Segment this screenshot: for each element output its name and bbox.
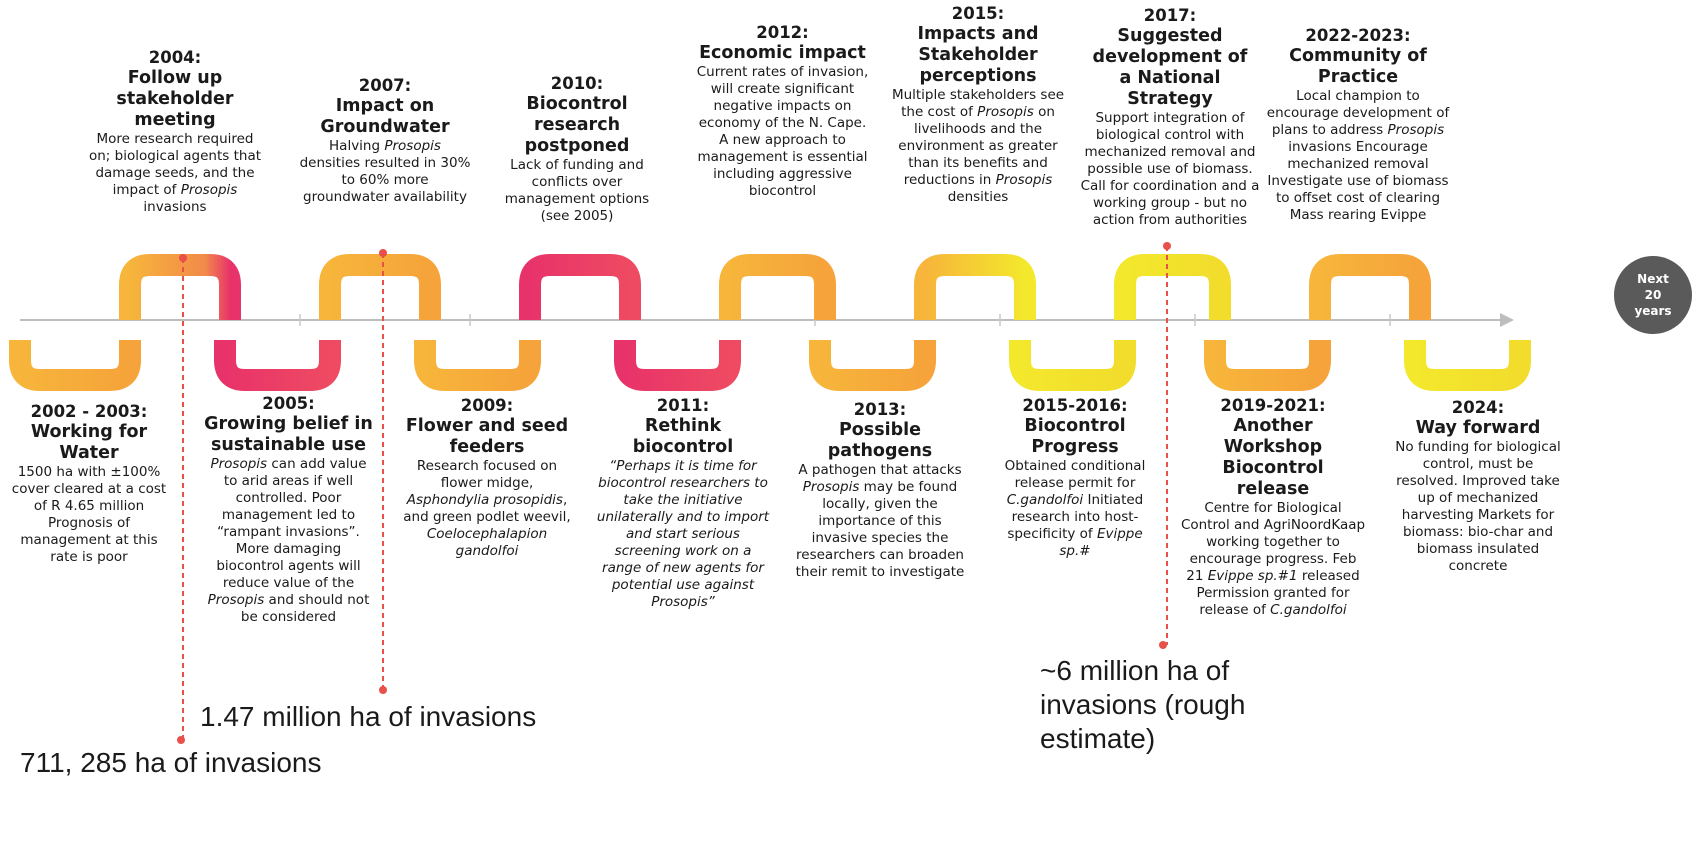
wave-segment-2007: [319, 254, 441, 320]
wave-segment-2015-2016: [1009, 340, 1136, 391]
event-2007: 2007: Impact on Groundwater Halving Pros…: [290, 76, 480, 206]
event-title: Rethink biocontrol: [632, 416, 734, 457]
invasion-label-711285: 711, 285 ha of invasions: [20, 747, 322, 778]
dashed-dot-2007-bottom: [379, 686, 387, 694]
event-year: 2004:: [148, 48, 202, 67]
event-year: 2007:: [358, 76, 412, 95]
event-year: 2019-2021:: [1220, 396, 1326, 415]
wave-segment-2004: [119, 254, 241, 320]
dashed-dot-2017-bottom: [1159, 641, 1167, 649]
event-title: Another Workshop Biocontrol release: [1222, 416, 1324, 499]
event-body: “Perhaps it is time for biocontrol resea…: [596, 458, 770, 610]
event-title: Impact on Groundwater: [320, 96, 450, 137]
event-title: Economic impact: [699, 43, 866, 63]
event-year: 2009:: [460, 396, 514, 415]
event-2012: 2012: Economic impact Current rates of i…: [690, 23, 875, 200]
event-body: Halving Prosopis densities resulted in 3…: [299, 138, 471, 205]
event-body: Multiple stakeholders see the cost of Pr…: [891, 87, 1065, 205]
event-title: Working for Water: [30, 422, 148, 463]
event-year: 2012:: [756, 23, 809, 42]
event-2015: 2015: Impacts and Stakeholder perception…: [887, 4, 1069, 206]
event-2019-2021: 2019-2021: Another Workshop Biocontrol r…: [1178, 396, 1368, 619]
event-body: Prosopis can add value to arid areas if …: [207, 456, 370, 625]
event-year: 2010:: [550, 74, 604, 93]
wave-segment-2010: [519, 254, 641, 320]
event-body: Research focused on flower midge, Asphon…: [403, 458, 571, 559]
dashed-dot-2007-top: [379, 249, 387, 257]
event-2011: 2011: Rethink biocontrol “Perhaps it is …: [592, 396, 774, 611]
event-body: No funding for biological control, must …: [1395, 439, 1561, 574]
event-body: A pathogen that attacks Prosopis may be …: [795, 462, 965, 580]
wave-segment-2005: [214, 340, 341, 391]
event-year: 2002 - 2003:: [30, 402, 148, 421]
dashed-dot-2004-top: [179, 254, 187, 262]
event-title: Community of Practice: [1289, 46, 1427, 87]
wave-segment-2009: [414, 340, 541, 391]
event-2010: 2010: Biocontrol research postponed Lack…: [487, 74, 667, 225]
event-body: Lack of funding and conflicts over manag…: [504, 157, 650, 224]
event-title: Flower and seed feeders: [405, 416, 569, 457]
wave-segment-2012: [719, 254, 836, 320]
event-body: Centre for Biological Control and AgriNo…: [1180, 500, 1366, 618]
event-title: Suggested development of a National Stra…: [1092, 26, 1248, 109]
event-title: Possible pathogens: [827, 420, 933, 461]
event-body: Support integration of biological contro…: [1080, 110, 1260, 228]
event-2013: 2013: Possible pathogens A pathogen that…: [790, 400, 970, 581]
event-year: 2022-2023:: [1305, 26, 1411, 45]
next-line1: Next: [1637, 272, 1669, 286]
axis-arrowhead: [1500, 313, 1514, 327]
event-body: 1500 ha with ±100% cover cleared at a co…: [11, 464, 167, 565]
event-year: 2005:: [262, 394, 315, 413]
event-year: 2013:: [853, 400, 907, 419]
event-2015-2016: 2015-2016: Biocontrol Progress Obtained …: [990, 396, 1160, 560]
event-body: Obtained conditional release permit for …: [1004, 458, 1146, 559]
event-body: Current rates of invasion, will create s…: [696, 64, 869, 199]
event-title: Biocontrol Progress: [1024, 416, 1126, 457]
wave-segment-2002: [9, 340, 141, 391]
wave-segment-2015: [914, 254, 1036, 320]
invasion-label-6-million: ~6 million ha of invasions (rough estima…: [1040, 655, 1246, 754]
wave-segment-2024: [1404, 340, 1531, 391]
event-title: Way forward: [1415, 418, 1541, 438]
event-2017: 2017: Suggested development of a Nationa…: [1075, 6, 1265, 229]
event-year: 2015-2016:: [1022, 396, 1128, 415]
dashed-dot-2004-bottom: [177, 736, 185, 744]
event-body: More research required on; biological ag…: [88, 131, 262, 215]
invasion-label-1-47-million: 1.47 million ha of invasions: [200, 701, 537, 732]
event-2002-2003: 2002 - 2003: Working for Water 1500 ha w…: [4, 402, 174, 566]
event-year: 2017:: [1143, 6, 1197, 25]
event-title: Follow up stakeholder meeting: [116, 68, 234, 130]
event-body: Local champion to encourage development …: [1266, 88, 1450, 223]
event-title: Impacts and Stakeholder perceptions: [917, 24, 1039, 86]
next-line2: 20: [1644, 288, 1662, 302]
wave-segment-2017: [1114, 254, 1231, 320]
next-20-years-marker: Next 20 years: [1614, 256, 1692, 334]
event-year: 2024:: [1451, 398, 1505, 417]
event-title: Growing belief in sustainable use: [204, 414, 373, 455]
wave-segment-2019-2021: [1204, 340, 1331, 391]
wave-segment-2022-2023: [1309, 254, 1431, 320]
event-year: 2015:: [951, 4, 1005, 23]
event-year: 2011:: [656, 396, 710, 415]
event-2022-2023: 2022-2023: Community of Practice Local c…: [1258, 26, 1458, 224]
event-2005: 2005: Growing belief in sustainable use …: [196, 394, 381, 626]
event-2024: 2024: Way forward No funding for biologi…: [1388, 398, 1568, 575]
wave-segment-2011: [614, 340, 741, 391]
dashed-dot-2017-top: [1163, 242, 1171, 250]
event-2004: 2004: Follow up stakeholder meeting More…: [60, 48, 290, 216]
wave-segment-2013: [809, 340, 936, 391]
next-line3: years: [1634, 304, 1672, 318]
event-title: Biocontrol research postponed: [524, 94, 630, 156]
event-2009: 2009: Flower and seed feeders Research f…: [397, 396, 577, 560]
